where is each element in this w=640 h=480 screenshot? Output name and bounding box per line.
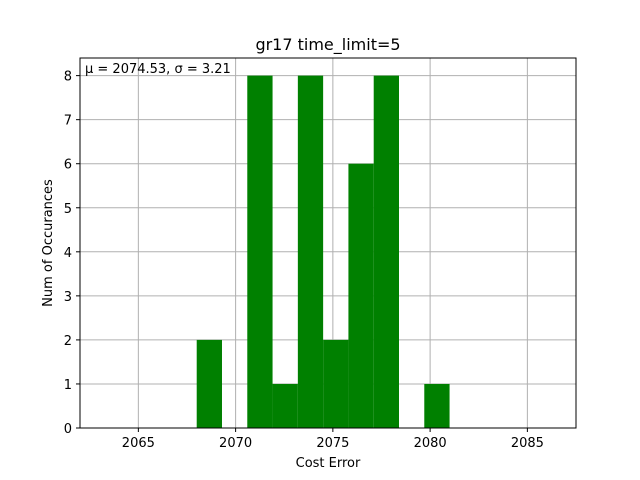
y-tick-label: 2 — [64, 334, 72, 349]
x-tick-label: 2075 — [316, 436, 349, 451]
histogram-bar — [196, 339, 222, 428]
histogram-bar — [323, 339, 349, 428]
histogram-bar — [297, 75, 324, 428]
histogram-bar — [424, 383, 450, 428]
y-tick-label: 0 — [64, 422, 72, 437]
y-tick-label: 7 — [64, 114, 72, 129]
x-axis-label: Cost Error — [296, 456, 361, 471]
x-tick-label: 2065 — [122, 436, 155, 451]
y-tick-label: 3 — [64, 290, 72, 305]
x-tick-label: 2070 — [219, 436, 252, 451]
x-tick-label: 2080 — [414, 436, 447, 451]
x-axis-ticks: 2065 2070 2075 2080 2085 — [122, 428, 544, 451]
histogram-bar — [348, 163, 374, 428]
y-tick-label: 5 — [64, 202, 72, 217]
histogram-bar — [272, 383, 298, 428]
x-tick-label: 2085 — [511, 436, 544, 451]
stats-annotation: μ = 2074.53, σ = 3.21 — [85, 62, 231, 77]
histogram-bar — [373, 75, 399, 428]
y-tick-label: 4 — [64, 246, 72, 261]
bars — [196, 75, 450, 428]
y-axis-ticks: 0 1 2 3 4 5 6 7 8 — [64, 70, 80, 437]
histogram-bar — [247, 75, 273, 428]
grid-lines — [80, 58, 576, 429]
y-tick-label: 6 — [64, 158, 72, 173]
chart-title: gr17 time_limit=5 — [255, 35, 400, 55]
plot-frame — [79, 57, 577, 429]
y-tick-label: 1 — [64, 378, 72, 393]
y-axis-label: Num of Occurances — [41, 179, 56, 307]
y-tick-label: 8 — [64, 70, 72, 85]
